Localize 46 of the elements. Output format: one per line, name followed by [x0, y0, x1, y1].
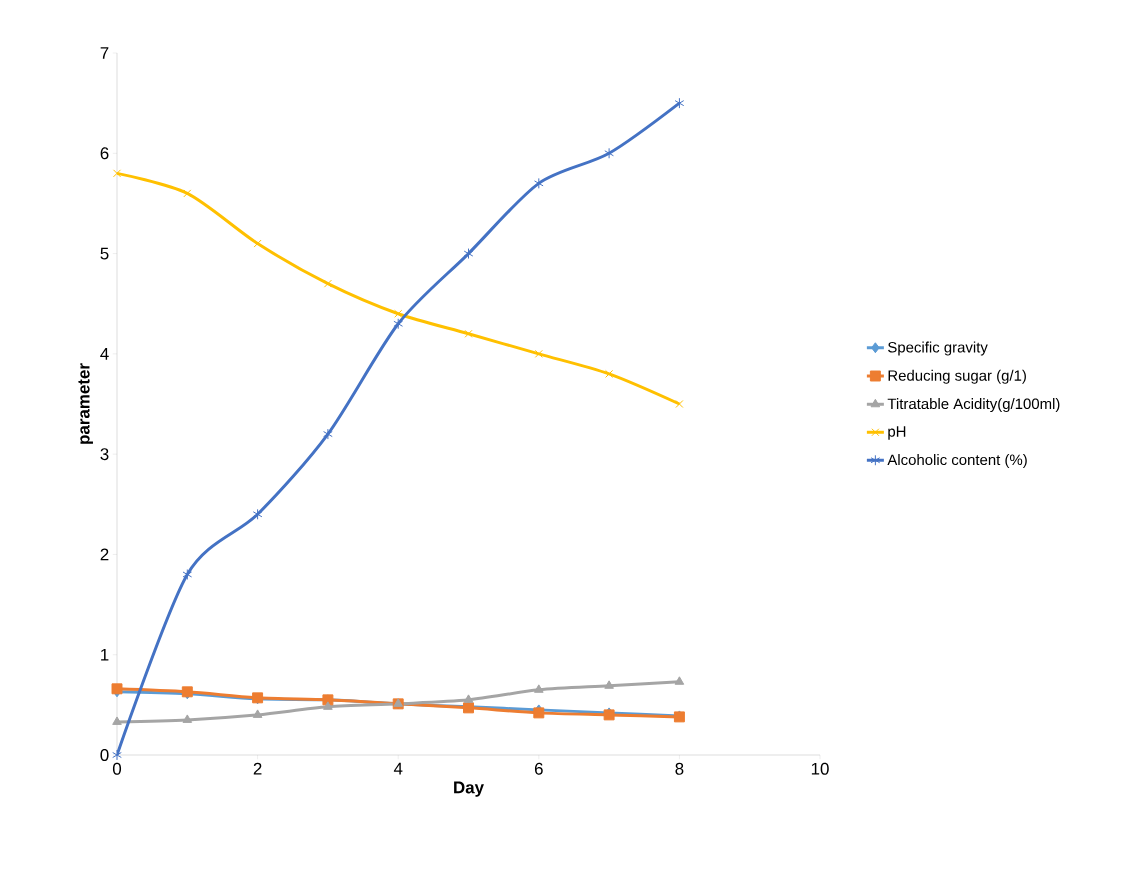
x-tick-label: 4 — [393, 762, 403, 775]
legend-label: Specific gravity — [888, 341, 988, 356]
point — [463, 694, 474, 703]
point — [112, 716, 122, 725]
point — [533, 684, 544, 693]
point — [394, 309, 403, 318]
legend-label: Alcoholic content (%) — [887, 454, 1027, 469]
y-tick-label: 1 — [101, 648, 109, 661]
point — [463, 248, 474, 260]
y-tick-label: 5 — [100, 247, 109, 260]
point — [182, 714, 193, 723]
x-tick-label: 8 — [675, 762, 684, 775]
y-tick-label: 7 — [100, 47, 109, 59]
x-tick-label: 0 — [112, 762, 122, 775]
x-tick-label: 2 — [253, 762, 262, 775]
point — [674, 676, 685, 685]
x-axis-title: Day — [454, 781, 484, 797]
point — [323, 428, 333, 440]
x-tick-label: 6 — [534, 762, 543, 775]
point — [393, 318, 404, 330]
point — [252, 709, 263, 718]
point — [604, 147, 614, 159]
point — [323, 279, 332, 288]
legend-label: Reducing sugar (g/1) — [888, 369, 1026, 384]
point — [464, 329, 473, 338]
legend-label: pH — [888, 426, 906, 440]
y-tick-label: 2 — [100, 548, 109, 561]
point — [182, 569, 193, 580]
point — [605, 369, 614, 378]
y-tick-label: 0 — [100, 749, 109, 761]
point — [674, 97, 685, 109]
point — [675, 399, 684, 409]
y-tick-label: 4 — [100, 348, 109, 360]
point — [112, 169, 122, 178]
x-tick-label: 10 — [811, 762, 829, 775]
point — [533, 177, 544, 189]
point — [112, 749, 122, 761]
point — [183, 189, 192, 198]
legend-label: Titratable Acidity(g/100ml) — [887, 398, 1060, 413]
point — [252, 508, 263, 520]
point — [534, 349, 543, 358]
y-axis-title: parameter — [78, 363, 93, 444]
y-tick-label: 3 — [100, 448, 109, 461]
y-tick-label: 6 — [100, 147, 109, 160]
point — [323, 701, 333, 710]
point — [604, 680, 614, 689]
